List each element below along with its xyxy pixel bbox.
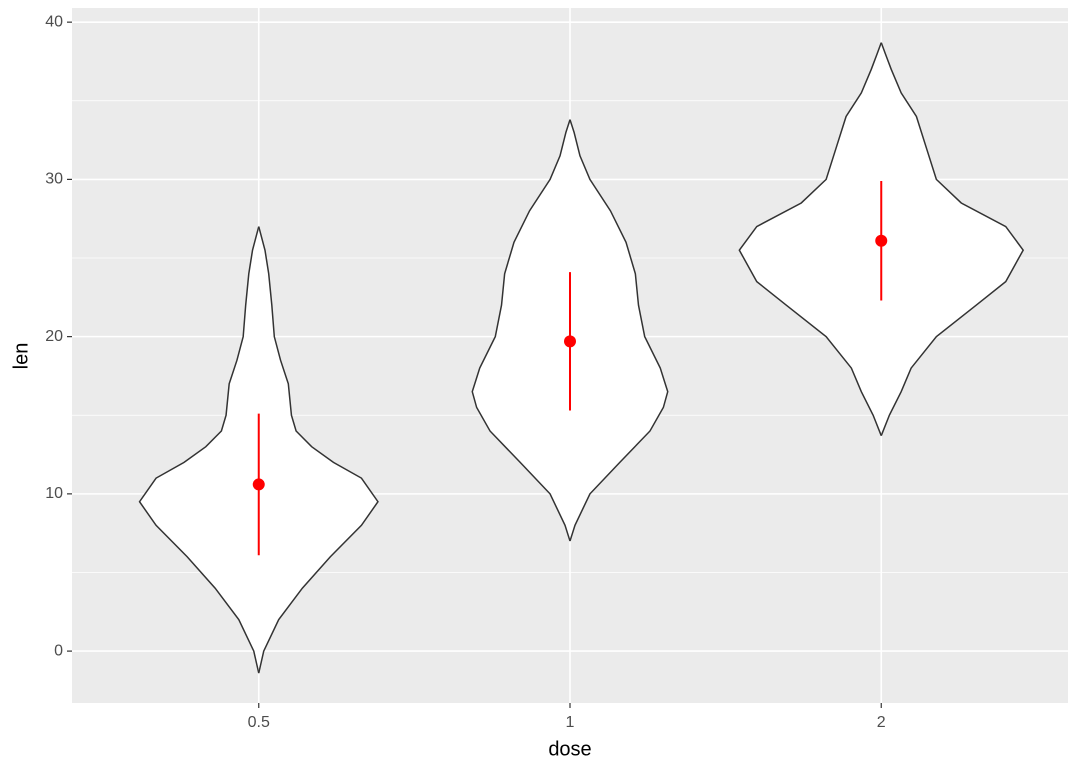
mean-point	[564, 335, 576, 348]
violin-half	[738, 42, 882, 436]
y-tick-label: 0	[54, 642, 63, 659]
x-tick-label: 2	[877, 714, 886, 731]
violin-half	[471, 119, 571, 542]
mean-point	[875, 234, 888, 247]
y-axis-title: len	[10, 343, 32, 370]
marks	[138, 42, 1025, 674]
y-tick-label: 30	[45, 171, 63, 188]
y-tick-label: 40	[45, 13, 63, 30]
x-tick-label: 0.5	[248, 714, 270, 731]
violin-half	[569, 119, 669, 542]
violin-half	[258, 226, 379, 674]
violin-half	[880, 42, 1025, 436]
y-tick-label: 10	[45, 485, 63, 502]
x-axis-title: dose	[548, 738, 591, 760]
mean-point	[252, 478, 265, 491]
y-tick-label: 20	[45, 328, 63, 345]
x-tick-label: 1	[566, 714, 575, 731]
violin-half	[138, 226, 260, 674]
